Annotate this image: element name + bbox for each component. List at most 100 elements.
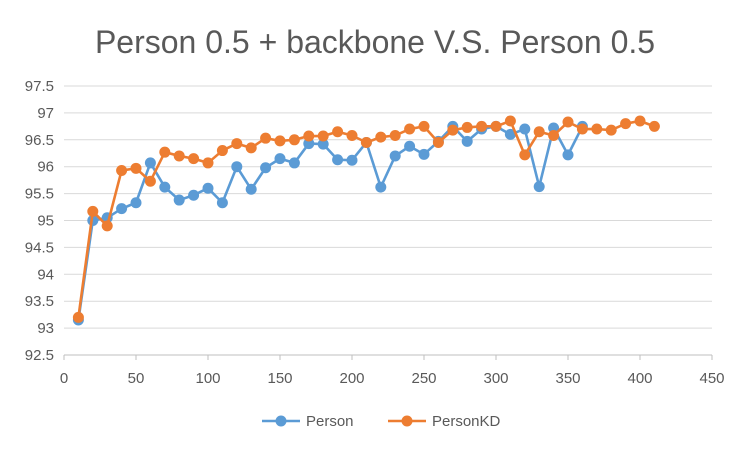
data-point-personkd — [303, 130, 315, 142]
data-point-person — [332, 154, 344, 166]
data-point-personkd — [288, 134, 300, 146]
data-point-person — [260, 162, 272, 174]
data-point-person — [461, 135, 473, 147]
legend-item-person: Person — [262, 413, 354, 430]
data-point-personkd — [231, 138, 243, 150]
data-point-personkd — [418, 120, 430, 132]
data-point-personkd — [274, 135, 286, 147]
data-point-personkd — [216, 145, 228, 157]
data-point-personkd — [130, 162, 142, 174]
legend-marker-person — [275, 415, 287, 427]
y-tick-label: 93 — [37, 320, 54, 337]
data-point-person — [231, 161, 243, 173]
axes: 92.5 93 93.5 94 94.5 95 95.5 96 96.5 97 97.5 0 50 100… — [25, 78, 725, 387]
y-tick-label: 94 — [37, 266, 54, 283]
data-point-person — [317, 138, 329, 150]
x-tick-label: 400 — [627, 370, 652, 387]
x-tick-label: 450 — [699, 370, 724, 387]
data-point-personkd — [519, 149, 531, 161]
data-point-person — [562, 149, 574, 161]
x-tick-label: 100 — [195, 370, 220, 387]
data-point-person — [216, 197, 228, 209]
series-personkd — [72, 115, 660, 323]
data-point-personkd — [188, 153, 200, 165]
data-point-personkd — [404, 123, 416, 135]
data-point-personkd — [360, 136, 372, 148]
data-point-personkd — [72, 311, 84, 323]
data-point-personkd — [576, 123, 588, 135]
data-point-person — [245, 183, 257, 195]
y-tick-label: 93.5 — [25, 293, 54, 310]
legend: Person PersonKD — [262, 413, 501, 430]
data-point-person — [418, 148, 430, 160]
data-point-personkd — [173, 150, 185, 162]
y-tick-label: 96 — [37, 159, 54, 176]
data-point-personkd — [346, 129, 358, 141]
chart-title: Person 0.5 + backbone V.S. Person 0.5 — [95, 24, 655, 60]
data-point-person — [202, 182, 214, 194]
data-point-person — [144, 157, 156, 169]
x-tick-label: 150 — [267, 370, 292, 387]
series-group — [72, 115, 660, 326]
data-point-personkd — [87, 205, 99, 217]
data-point-personkd — [159, 146, 171, 158]
data-point-personkd — [101, 220, 113, 232]
data-point-person — [188, 189, 200, 201]
y-tick-label: 94.5 — [25, 239, 54, 256]
data-point-personkd — [476, 120, 488, 132]
legend-marker-personkd — [401, 415, 413, 427]
data-point-personkd — [375, 131, 387, 143]
data-point-person — [389, 150, 401, 162]
data-point-personkd — [548, 129, 560, 141]
data-point-personkd — [490, 120, 502, 132]
data-point-personkd — [116, 164, 128, 176]
data-point-personkd — [202, 157, 214, 169]
data-point-person — [274, 153, 286, 165]
x-tick-label: 50 — [128, 370, 145, 387]
data-point-personkd — [144, 175, 156, 187]
data-point-person — [533, 181, 545, 193]
y-tick-label: 97.5 — [25, 78, 54, 95]
y-tick-label: 95.5 — [25, 186, 54, 203]
data-point-personkd — [447, 124, 459, 136]
x-tick-label: 250 — [411, 370, 436, 387]
data-point-personkd — [461, 121, 473, 133]
data-point-personkd — [620, 118, 632, 130]
data-point-personkd — [245, 142, 257, 154]
data-point-person — [504, 128, 516, 140]
data-point-person — [404, 140, 416, 152]
data-point-person — [303, 138, 315, 150]
data-point-personkd — [332, 126, 344, 138]
data-point-personkd — [634, 115, 646, 127]
x-tick-label: 200 — [339, 370, 364, 387]
data-point-personkd — [432, 136, 444, 148]
data-point-personkd — [260, 132, 272, 144]
data-point-person — [116, 203, 128, 215]
legend-label-personkd: PersonKD — [432, 413, 501, 430]
data-point-personkd — [504, 115, 516, 127]
data-point-personkd — [533, 126, 545, 138]
legend-item-personkd: PersonKD — [388, 413, 501, 430]
data-point-person — [375, 181, 387, 193]
data-point-personkd — [591, 123, 603, 135]
x-tick-label: 0 — [60, 370, 68, 387]
data-point-person — [288, 157, 300, 169]
data-point-person — [173, 194, 185, 206]
y-tick-label: 96.5 — [25, 132, 54, 149]
data-point-personkd — [317, 130, 329, 142]
gridlines — [64, 85, 712, 329]
y-tick-label: 92.5 — [25, 347, 54, 364]
data-point-person — [159, 181, 171, 193]
x-tick-label: 350 — [555, 370, 580, 387]
data-point-personkd — [648, 120, 660, 132]
y-tick-label: 95 — [37, 213, 54, 230]
data-point-personkd — [562, 116, 574, 128]
data-point-personkd — [389, 129, 401, 141]
data-point-person — [346, 154, 358, 166]
data-point-person — [519, 123, 531, 135]
legend-label-person: Person — [306, 413, 354, 430]
x-tick-label: 300 — [483, 370, 508, 387]
data-point-person — [130, 197, 142, 209]
